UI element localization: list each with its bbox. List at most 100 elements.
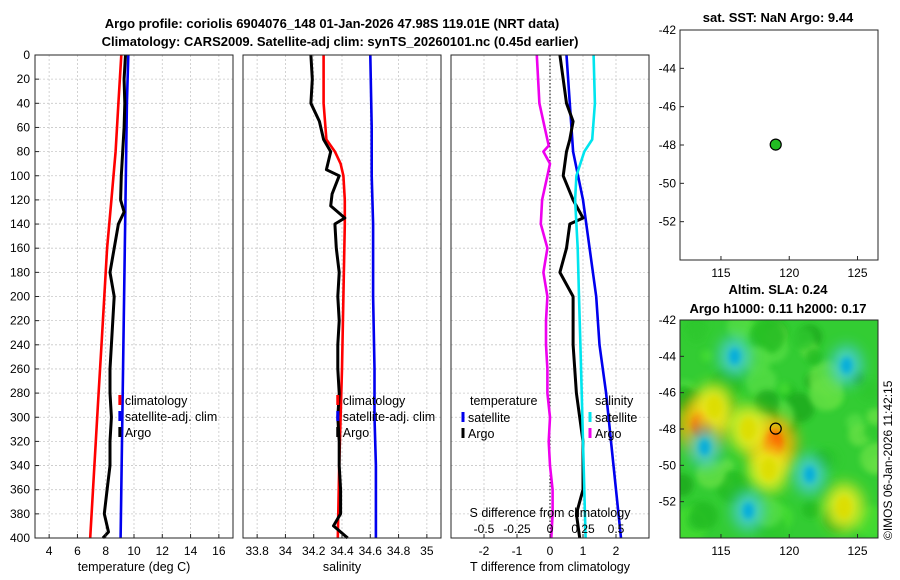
sla_map-x-tick-label: 125 [848,544,868,558]
difference-series-s-argo [535,54,554,539]
temperature-chart: 4 6 8 10 12 14 16 temperature (deg C) 0 20 40 60 80 1… [10,48,234,574]
sla-texture-patch [805,348,823,366]
sla-texture-patch [688,326,705,344]
sla_map-y-tick-label: -52 [659,495,677,509]
sla-texture-patch [778,382,791,395]
sla-texture-patch [857,379,878,403]
depth-tick-label: 80 [17,145,31,159]
sla-map: Altim. SLA: 0.24 Argo h1000: 0.11 h2000:… [659,282,879,558]
sla-texture-patch [701,349,714,362]
legend-salinity-argo-label: Argo [595,427,621,441]
difference-x2-tick-label: 0.5 [608,522,625,536]
sst_map-x-tick-label: 125 [848,266,868,280]
sst_map-y-tick-label: -48 [659,138,677,152]
difference-x-tick-label: 1 [580,544,587,558]
sla-anomaly-core [699,439,711,456]
sla_map-y-tick-label: -42 [659,313,677,327]
sst_map-argo-point [769,138,782,151]
difference-x2-tick-label: 0 [547,522,554,536]
depth-tick-label: 280 [10,386,30,400]
temperature-x-tick-label: 16 [212,544,226,558]
legend-temperature-title: temperature [470,394,537,408]
depth-tick-label: 180 [10,265,30,279]
sla-anomaly-core [740,417,756,441]
sst_map-x-tick-label: 120 [779,266,799,280]
sla-texture-patch [745,366,777,398]
difference-x2-tick-label: -0.5 [474,522,495,536]
temperature-x-tick-label: 12 [156,544,170,558]
sla-map-subtitle: Argo h1000: 0.11 h2000: 0.17 [689,301,866,316]
depth-tick-label: 140 [10,217,30,231]
depth-tick-label: 340 [10,459,30,473]
legend-temperature-satellite-label: satellite [468,411,510,425]
legend-salinity-title: salinity [595,394,634,408]
sla-texture-patch [868,455,878,472]
salinity-x-tick-label: 34 [279,544,293,558]
credit-text: ©IMOS 06-Jan-2026 11:42:15 [881,380,895,540]
sla_map-y-tick-label: -50 [659,458,677,472]
sla_map-y-tick-label: -44 [659,349,677,363]
difference-x-axis-label: T difference from climatology [470,560,631,574]
sla-texture-patch [801,500,820,519]
depth-tick-label: 400 [10,531,30,545]
sla-anomaly-core [742,502,754,519]
difference-x-tick-label: -2 [479,544,490,558]
depth-tick-label: 160 [10,241,30,255]
depth-tick-label: 220 [10,314,30,328]
temperature-x-tick-label: 10 [127,544,141,558]
sla_map-x-tick-label: 115 [711,544,730,558]
sla-texture-patch [749,320,785,355]
sla-anomaly-core [841,357,853,374]
difference-x-axis-label-secondary: S difference from climatology [470,506,632,520]
difference-x-tick-label: -1 [512,544,523,558]
temperature-x-tick-label: 8 [102,544,109,558]
sla-texture-patch [726,320,754,340]
sla-texture-patch [689,502,718,530]
temperature-legend-1-label: satellite-adj. clim [125,410,217,424]
sst_map-y-tick-label: -46 [659,100,677,114]
difference-x2-tick-label: 0.25 [571,522,595,536]
sla-anomaly-core [804,466,816,483]
sst-map: sat. SST: NaN Argo: 9.44 115 120 125 -42 -44… [659,10,879,280]
legend-temperature-argo-label: Argo [468,427,494,441]
temperature-series-climatology [88,54,123,539]
sla_map-y-tick-label: -48 [659,422,677,436]
temperature-series-argo [101,54,127,540]
header-line-1: Argo profile: coriolis 6904076_148 01-Ja… [105,16,560,31]
sla-texture-patch [680,473,694,497]
depth-tick-label: 200 [10,290,30,304]
sst_map-y-tick-label: -52 [659,215,677,229]
salinity-x-tick-label: 35 [420,544,434,558]
sla-map-title: Altim. SLA: 0.24 [729,282,829,297]
salinity-x-tick-label: 34.6 [359,544,383,558]
salinity-chart: 33.8 34 34.2 34.4 34.6 34.8 35 salinity climatol… [242,54,442,574]
depth-tick-label: 0 [23,48,30,62]
depth-tick-label: 320 [10,434,30,448]
salinity-x-tick-label: 34.2 [302,544,326,558]
salinity-series-satellite-adj-clim [369,54,378,538]
depth-tick-label: 380 [10,507,30,521]
salinity-x-tick-label: 33.8 [245,544,269,558]
depth-tick-label: 360 [10,483,30,497]
salinity-series-argo [309,54,349,540]
sla_map-argo-point [769,422,782,435]
sla-anomaly-core [706,396,722,419]
sst_map-y-tick-label: -50 [659,176,677,190]
salinity-x-axis-label: salinity [323,560,362,574]
temperature-x-tick-label: 6 [74,544,81,558]
difference-x-tick-label: 0 [547,544,554,558]
salinity-legend-2-label: Argo [343,426,369,440]
difference-chart: -2 -1 0 1 2 T difference from climatology temp… [450,54,650,574]
depth-tick-label: 240 [10,338,30,352]
depth-tick-label: 40 [17,96,31,110]
sst-map-title: sat. SST: NaN Argo: 9.44 [703,10,854,25]
sla-anomaly-core [836,495,852,519]
sla-anomaly-core [761,457,777,481]
sst_map-y-tick-label: -42 [659,23,677,37]
difference-series-s-satellite [573,54,597,539]
difference-x2-tick-label: -0.25 [503,522,531,536]
temperature-legend-2-label: Argo [125,426,151,440]
temperature-legend-0-label: climatology [125,394,188,408]
salinity-legend-0-label: climatology [343,394,406,408]
